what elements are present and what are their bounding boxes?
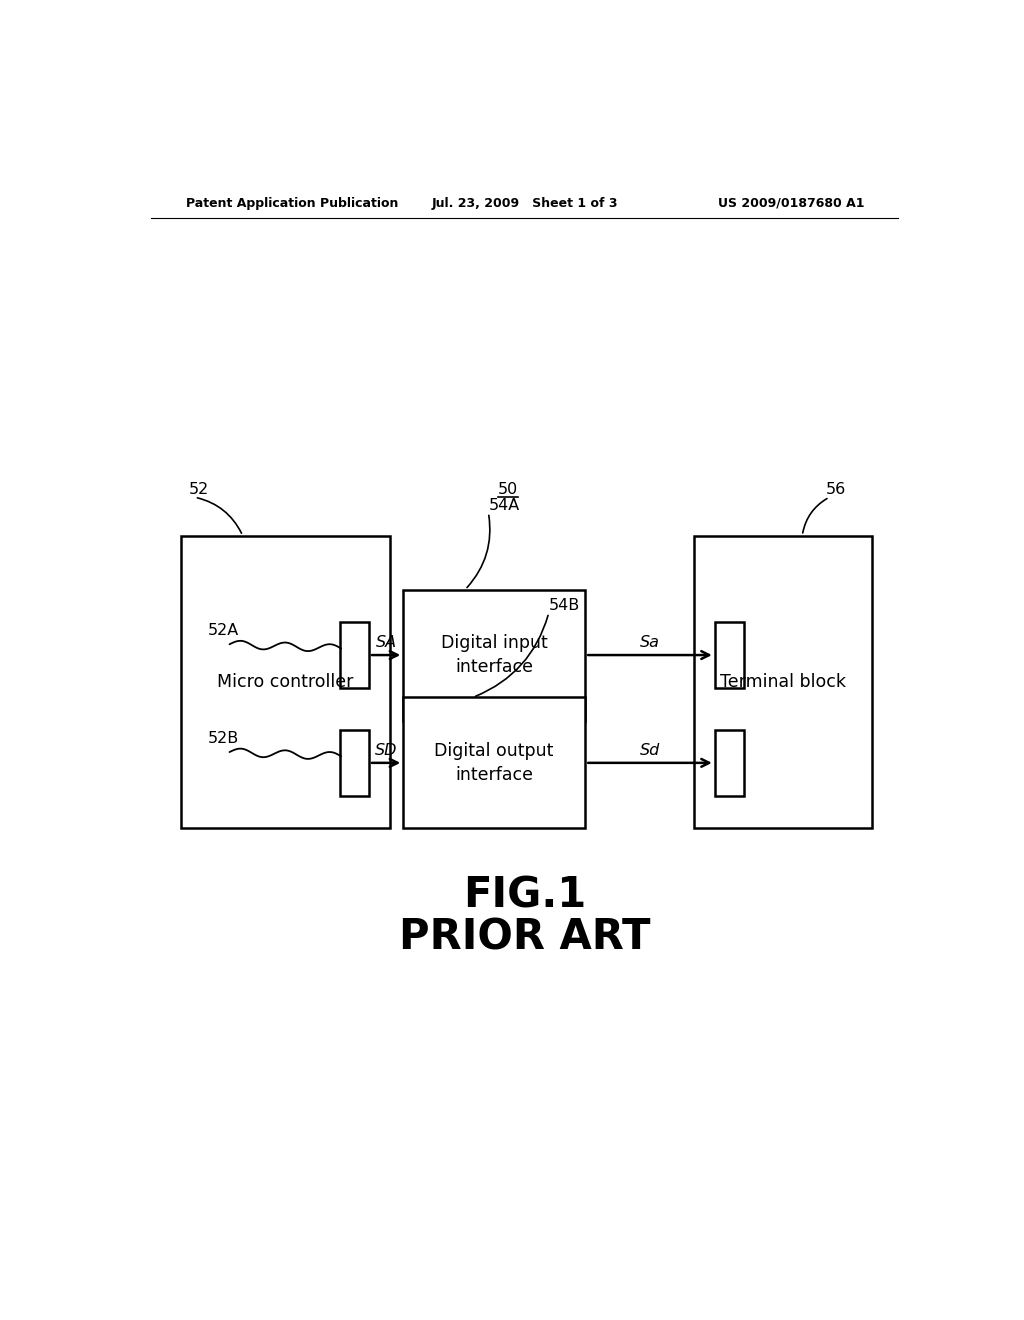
Text: Patent Application Publication: Patent Application Publication [186, 197, 398, 210]
Bar [340, 622, 369, 688]
Bar [693, 536, 872, 829]
Bar [180, 536, 390, 829]
Text: Sd: Sd [640, 743, 660, 758]
Text: Micro controller: Micro controller [217, 673, 353, 690]
Bar [403, 697, 586, 829]
Text: Terminal block: Terminal block [720, 673, 846, 690]
Text: 52B: 52B [208, 731, 239, 746]
Text: SA: SA [376, 635, 396, 651]
Text: SD: SD [375, 743, 397, 758]
Bar [340, 730, 369, 796]
Text: FIG.1: FIG.1 [463, 875, 587, 916]
Text: 54B: 54B [549, 598, 580, 612]
Bar [715, 622, 744, 688]
Text: 52A: 52A [208, 623, 239, 638]
Text: Digital input
interface: Digital input interface [440, 634, 548, 676]
Text: Digital output
interface: Digital output interface [434, 742, 554, 784]
Text: 56: 56 [825, 482, 846, 498]
Text: 54A: 54A [488, 498, 519, 512]
Text: 52: 52 [188, 482, 209, 498]
Text: PRIOR ART: PRIOR ART [399, 917, 650, 958]
Text: 50: 50 [498, 482, 518, 498]
Bar [715, 730, 744, 796]
Text: US 2009/0187680 A1: US 2009/0187680 A1 [718, 197, 864, 210]
Text: Jul. 23, 2009   Sheet 1 of 3: Jul. 23, 2009 Sheet 1 of 3 [431, 197, 618, 210]
Bar [403, 590, 586, 721]
Text: Sa: Sa [640, 635, 659, 651]
